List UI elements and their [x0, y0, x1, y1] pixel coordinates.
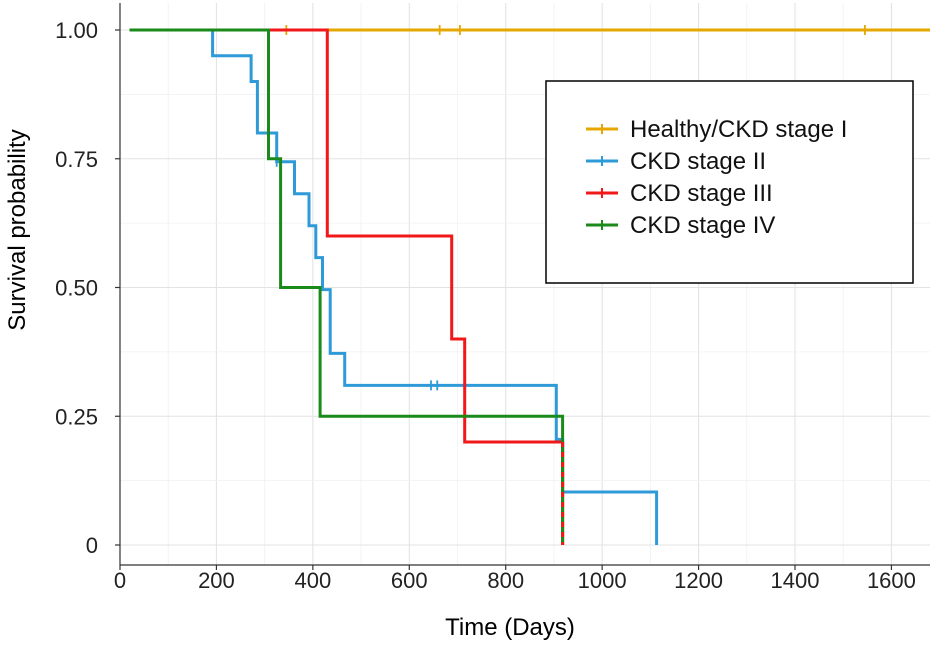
series-4 — [129, 28, 565, 545]
x-axis-title: Time (Days) — [445, 614, 575, 641]
x-tick-label: 1400 — [771, 568, 820, 593]
legend-box — [545, 80, 914, 284]
y-tick-label: 0.50 — [55, 276, 98, 301]
x-tick-label: 600 — [391, 568, 428, 593]
x-tick-label: 0 — [114, 568, 126, 593]
x-tick-label: 400 — [294, 568, 331, 593]
x-tick-label: 200 — [198, 568, 235, 593]
y-axis: 0 0.25 0.50 0.75 1.00 — [55, 18, 98, 558]
series-line — [129, 28, 565, 545]
legend-label: CKD stage III — [630, 180, 773, 207]
y-tick-label: 0 — [86, 533, 98, 558]
y-tick-label: 0.75 — [55, 147, 98, 172]
legend-label: CKD stage II — [630, 148, 766, 175]
x-tick-label: 1200 — [674, 568, 723, 593]
legend-label: Healthy/CKD stage I — [630, 116, 847, 143]
series-line — [129, 28, 659, 545]
y-tick-label: 0.25 — [55, 404, 98, 429]
series-3 — [129, 28, 565, 545]
legend-entry: CKD stage III — [586, 180, 773, 207]
legend: Healthy/CKD stage I CKD stage II CKD stage… — [545, 80, 914, 284]
legend-entry: Healthy/CKD stage I — [586, 116, 847, 143]
legend-label: CKD stage IV — [630, 212, 775, 239]
x-tick-label: 1000 — [578, 568, 627, 593]
y-tick-label: 1.00 — [55, 18, 98, 43]
series-line — [129, 28, 565, 545]
series-2 — [129, 28, 659, 545]
x-tick-label: 1600 — [867, 568, 916, 593]
legend-entry: CKD stage IV — [586, 212, 775, 239]
legend-entry: CKD stage II — [586, 148, 766, 175]
x-tick-label: 800 — [487, 568, 524, 593]
y-axis-title: Survival probability — [4, 129, 31, 330]
series-layer — [115, 3, 930, 570]
x-axis: 0 200 400 600 800 1000 1200 1400 1600 — [114, 568, 916, 593]
